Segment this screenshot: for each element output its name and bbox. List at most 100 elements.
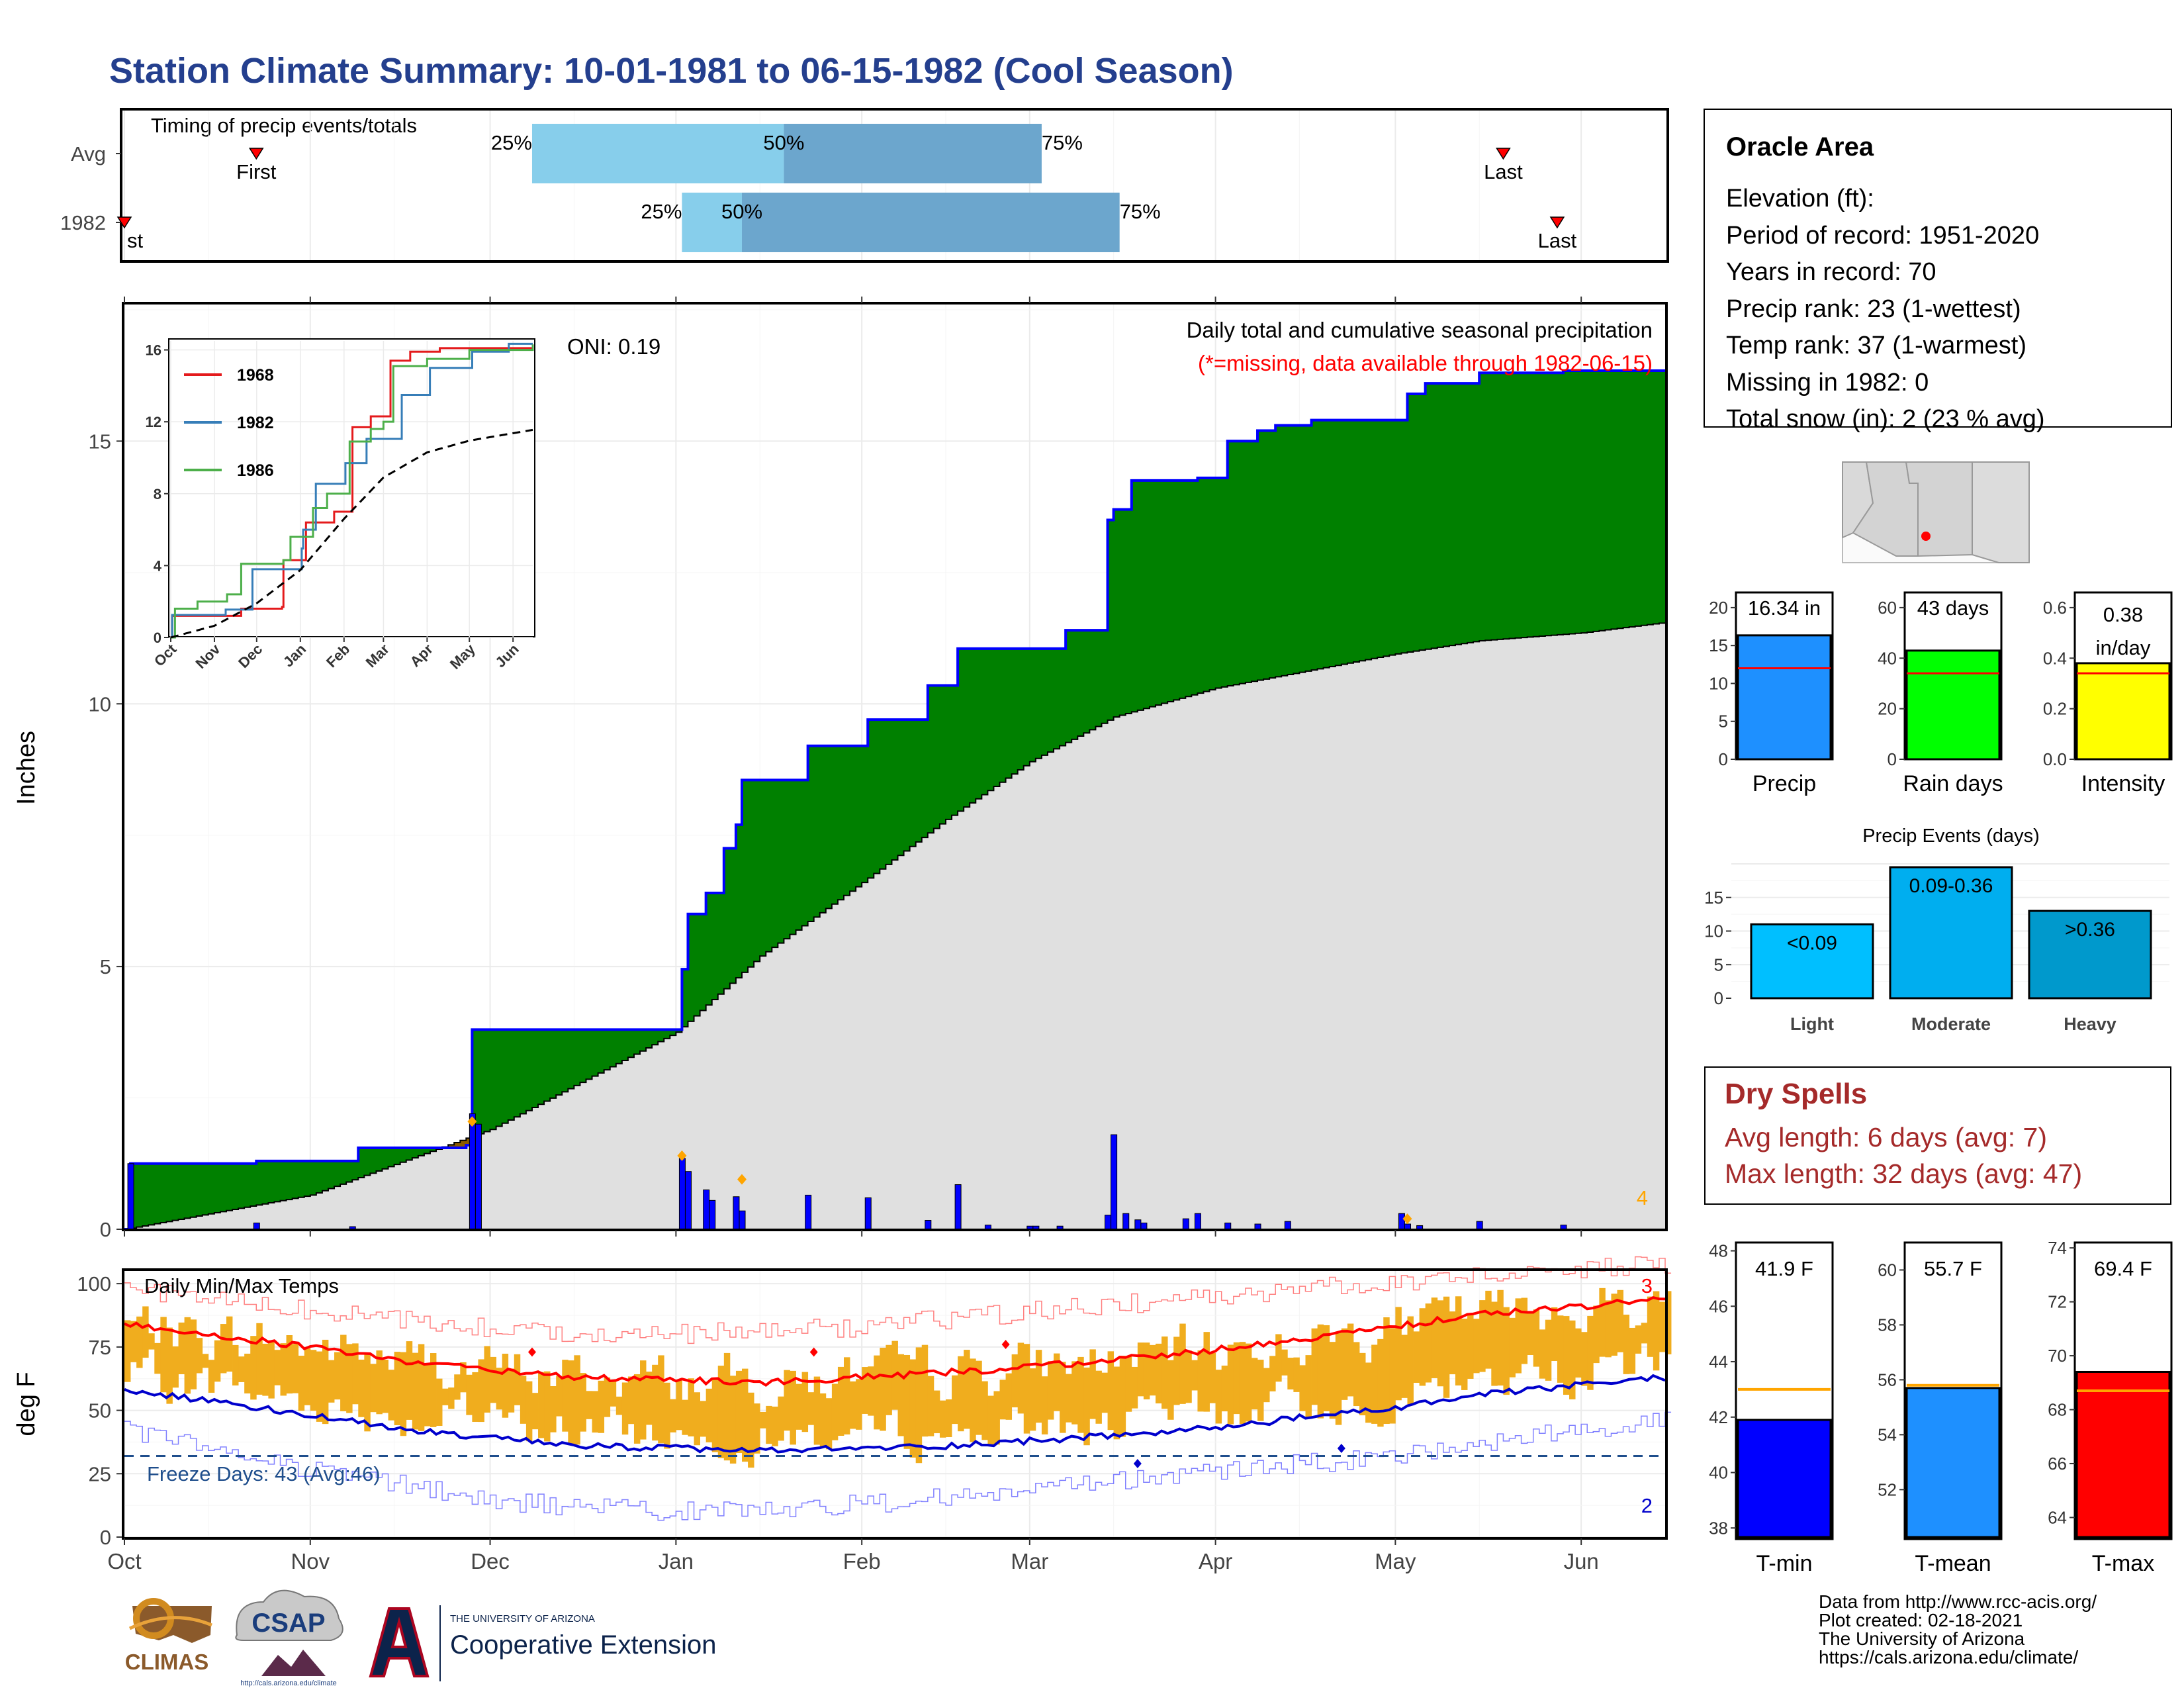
logo-climas: CLIMAS (125, 1598, 212, 1674)
daily-temp-bar (322, 1339, 329, 1425)
daily-temp-bar (556, 1376, 563, 1417)
precip-above-avg-fill (664, 1029, 670, 1039)
summary-name: Rain days (1903, 771, 2003, 796)
temp-frame (122, 1268, 1668, 1540)
daily-temp-bar (1563, 1316, 1570, 1395)
ua-a-icon (369, 1607, 430, 1677)
precip-above-avg-fill (604, 1029, 611, 1070)
temp-ylabel: deg F (13, 1372, 40, 1436)
precip-above-avg-fill (717, 893, 725, 994)
daily-precip-bar (1105, 1215, 1112, 1230)
precip-above-avg-fill (1347, 420, 1354, 663)
precip-above-avg-fill (1077, 630, 1084, 737)
daily-temp-bar (1089, 1349, 1096, 1419)
daily-temp-bar (466, 1374, 473, 1415)
temp-summary-ytick-label: 38 (1709, 1518, 1728, 1538)
temp-summary-value-label: 69.4 F (2094, 1257, 2152, 1280)
month-label-oct: Oct (107, 1549, 141, 1573)
summary-ytick-label: 60 (1878, 598, 1897, 618)
footer-url: https://cals.arizona.edu/climate/ (1819, 1647, 2078, 1667)
daily-temp-bar (933, 1390, 940, 1434)
summary-value-label: 16.34 in (1748, 596, 1821, 620)
daily-temp-bar (1617, 1289, 1623, 1352)
precip-above-avg-fill (903, 720, 911, 851)
daily-temp-bar (1527, 1313, 1534, 1356)
precip-above-avg-fill (646, 1029, 653, 1049)
temp-summary-name: T-mean (1915, 1551, 1991, 1576)
precip-above-avg-fill (1185, 480, 1192, 697)
precip-above-avg-fill (610, 1029, 617, 1067)
record-high-marker (1001, 1340, 1010, 1350)
summary-value-label: 0.38 (2103, 603, 2143, 626)
events-bar-label: 0.09-0.36 (1909, 875, 1993, 897)
temp-summary-ytick-label: 58 (1878, 1315, 1897, 1335)
precip-summary-bars: 0 5 10 15 20 16.34 in Precip 0 20 40 60 43 days Rain… (1709, 591, 2173, 796)
precip-above-avg-fill (1191, 480, 1199, 695)
daily-temp-bar (1173, 1336, 1180, 1405)
daily-temp-bar (520, 1376, 527, 1424)
precip-below-avg-fill (460, 1140, 467, 1148)
daily-temp-bar (1539, 1329, 1546, 1379)
month-label-apr: Apr (1199, 1549, 1232, 1573)
precip-above-avg-fill (735, 824, 743, 978)
inset-ytick-label: 0 (154, 630, 161, 646)
precip-above-avg-fill (1461, 383, 1468, 644)
daily-temp-bar (825, 1398, 833, 1450)
daily-temp-bar (652, 1364, 659, 1441)
precip-above-avg-fill (1473, 383, 1480, 642)
precip-above-avg-fill (945, 685, 952, 820)
precip-above-avg-fill (1071, 630, 1078, 739)
precip-above-avg-fill (850, 745, 856, 892)
timing-first-label: First (236, 160, 277, 183)
csap-wordmark: CSAP (251, 1609, 325, 1638)
station-location-dot (1921, 532, 1931, 541)
temp-ytick-label: 0 (100, 1526, 111, 1549)
precip-above-avg-fill (382, 1147, 389, 1169)
daily-precip-bar (127, 1163, 134, 1230)
legend-label-1968: 1968 (237, 366, 274, 385)
precip-ytick-label: 10 (89, 692, 111, 716)
precip-above-avg-fill (310, 1160, 317, 1196)
station-line-snow: Total snow (in): 2 (23 % avg) (1726, 405, 2045, 433)
daily-temp-bar (232, 1344, 239, 1385)
summary-ytick-label: 0.2 (2043, 699, 2067, 719)
daily-temp-bar (1521, 1297, 1528, 1364)
daily-temp-bar (412, 1352, 419, 1430)
precip-ytick-label: 5 (100, 955, 111, 978)
precip-above-avg-fill (1317, 420, 1324, 669)
precip-above-avg-fill (1113, 509, 1120, 718)
ua-university-name: THE UNIVERSITY OF ARIZONA (450, 1613, 595, 1624)
timing-last-label: Last (1538, 229, 1577, 252)
daily-precip-bar (709, 1199, 716, 1230)
precip-above-avg-fill (298, 1160, 305, 1197)
precip-above-avg-fill (1281, 425, 1288, 676)
daily-precip-bar (1404, 1223, 1411, 1230)
daily-temp-bar (958, 1356, 964, 1432)
precip-below-avg-fill (454, 1143, 461, 1148)
daily-temp-bar (340, 1335, 347, 1411)
daily-temp-bar (166, 1327, 173, 1404)
daily-temp-bar (1581, 1332, 1588, 1386)
precip-above-avg-fill (1527, 373, 1534, 637)
precip-above-avg-fill (346, 1160, 353, 1182)
precip-above-avg-fill (172, 1163, 179, 1221)
daily-temp-bar (831, 1383, 839, 1440)
daily-temp-bar (1257, 1360, 1264, 1421)
daily-temp-bar (196, 1338, 203, 1374)
daily-temp-bar (850, 1381, 856, 1429)
precip-above-avg-fill (784, 780, 791, 939)
record-low-marker (1337, 1444, 1345, 1453)
precip-above-avg-fill (688, 914, 695, 1021)
precip-above-avg-fill (208, 1163, 215, 1214)
precip-above-avg-fill (1101, 630, 1109, 724)
daily-temp-bar (1479, 1300, 1486, 1372)
daily-temp-bar (868, 1366, 874, 1416)
daily-temp-bar (1383, 1317, 1390, 1425)
temp-summary-ytick-label: 48 (1709, 1241, 1728, 1261)
daily-temp-bar (1587, 1315, 1594, 1390)
daily-temp-bar (382, 1360, 388, 1413)
daily-precip-bar (1182, 1218, 1189, 1230)
daily-temp-bar (484, 1346, 490, 1413)
dry-spells-box: Dry Spells Avg length: 6 days (avg: 7) M… (1704, 1066, 2171, 1205)
